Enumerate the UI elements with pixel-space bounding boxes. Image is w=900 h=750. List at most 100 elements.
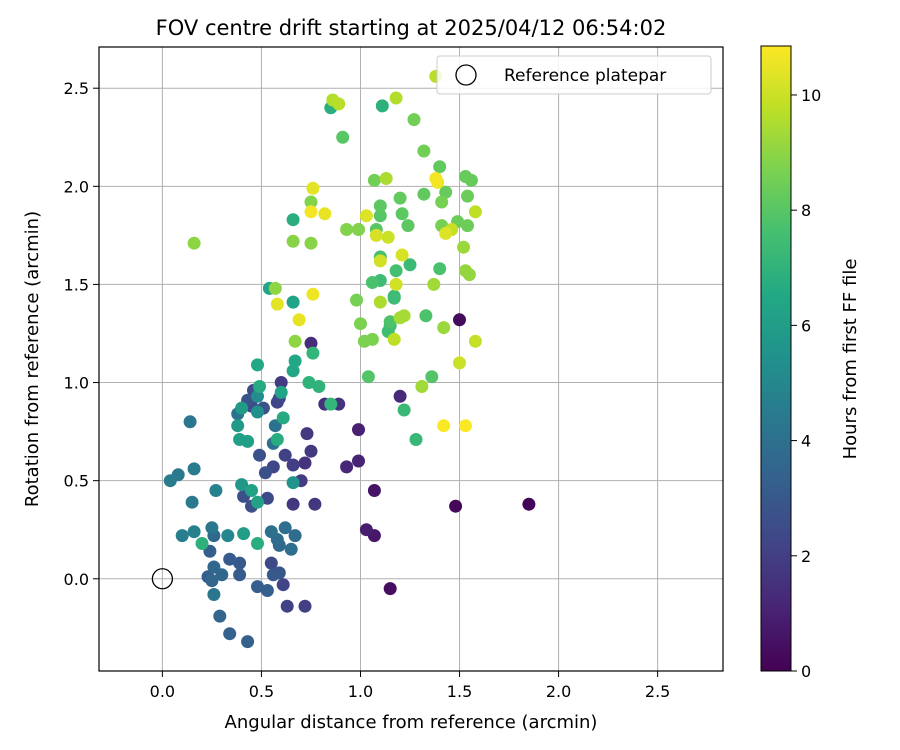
x-axis-ticks: 0.0 0.5 1.0 1.5 2.0 2.5 (150, 671, 670, 701)
data-point (340, 460, 354, 474)
data-point (449, 499, 463, 513)
data-point (245, 484, 258, 497)
data-point (433, 262, 447, 276)
data-point (419, 309, 433, 323)
data-point (409, 433, 423, 446)
data-point (365, 332, 379, 346)
data-point (274, 376, 288, 389)
data-point (373, 209, 387, 223)
data-point (286, 234, 300, 248)
data-point (253, 380, 266, 393)
data-point (302, 376, 316, 389)
data-point (163, 474, 177, 488)
data-point (203, 544, 217, 558)
data-point (298, 599, 312, 613)
data-point (288, 529, 302, 543)
data-point (207, 560, 221, 574)
data-point (278, 448, 292, 462)
colorbar: 0 2 4 6 8 10 Hours from first FF file (760, 45, 861, 681)
data-point (251, 537, 264, 550)
data-point (425, 370, 439, 384)
data-point (373, 254, 387, 268)
data-point (312, 380, 326, 393)
data-point (264, 525, 278, 539)
data-point (270, 433, 284, 446)
data-point (213, 609, 227, 623)
data-point (221, 529, 235, 543)
y-axis-label: Rotation from reference (arcmin) (22, 211, 43, 507)
data-point (286, 295, 300, 309)
data-point (187, 236, 201, 250)
data-point (464, 173, 478, 187)
data-point (215, 568, 229, 582)
legend: Reference platepar (436, 55, 712, 95)
data-point (435, 195, 449, 209)
plot-area-frame (98, 46, 724, 672)
data-point (276, 578, 290, 592)
data-point (286, 213, 300, 227)
data-point (417, 187, 431, 201)
grid-lines (99, 47, 723, 671)
data-point (304, 236, 318, 250)
data-point (280, 599, 294, 613)
data-point (284, 542, 298, 556)
data-point (332, 97, 346, 111)
data-point (187, 462, 201, 476)
data-point (387, 332, 401, 346)
data-point (241, 635, 255, 649)
x-tick-label: 2.5 (645, 682, 670, 701)
data-point (251, 405, 264, 419)
data-point (393, 389, 407, 403)
reference-platepar-marker (151, 568, 174, 590)
data-point (468, 334, 482, 348)
data-point (300, 427, 314, 441)
data-point (401, 219, 415, 233)
data-point (223, 627, 237, 641)
data-point (439, 185, 453, 199)
data-point (209, 484, 223, 497)
data-point (522, 497, 536, 511)
y-axis-ticks: 0.0 0.5 1.0 1.5 2.0 2.5 (64, 79, 99, 589)
legend-frame (436, 55, 712, 95)
data-point (237, 527, 251, 541)
data-point (278, 521, 292, 535)
data-point (233, 433, 247, 446)
data-point (205, 521, 219, 535)
data-point (387, 291, 401, 305)
colorbar-tick-label: 4 (801, 432, 811, 451)
data-point (185, 495, 199, 509)
data-point (365, 276, 379, 289)
data-point (306, 287, 320, 301)
y-tick-label: 2.0 (64, 177, 89, 196)
data-point (270, 395, 284, 409)
data-point (395, 207, 409, 221)
data-point (381, 230, 395, 244)
data-point (352, 454, 365, 468)
data-point (462, 268, 476, 282)
data-point (231, 419, 245, 433)
data-point (367, 173, 381, 187)
data-point (251, 580, 264, 594)
data-point (397, 403, 411, 417)
data-point (253, 448, 266, 462)
data-point (433, 160, 447, 174)
data-point (235, 478, 249, 492)
chart-title: FOV centre drift starting at 2025/04/12 … (156, 16, 667, 40)
data-point (268, 419, 282, 433)
data-point (207, 588, 221, 601)
data-point (359, 209, 373, 223)
data-point (468, 205, 482, 219)
data-point (336, 130, 350, 144)
y-tick-label: 1.5 (64, 275, 89, 294)
data-point (453, 313, 466, 327)
data-point (383, 315, 397, 329)
colorbar-tick-label: 2 (801, 547, 811, 566)
data-point (304, 195, 318, 209)
data-point (288, 354, 302, 368)
colorbar-tick-label: 6 (801, 316, 811, 335)
data-point (352, 223, 365, 236)
data-point (260, 584, 274, 597)
data-point (251, 389, 264, 403)
data-point (264, 556, 278, 570)
data-point (268, 281, 282, 295)
